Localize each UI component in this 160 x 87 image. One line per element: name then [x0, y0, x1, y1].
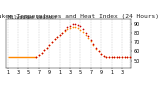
Point [84, 34, 87, 35]
Point [121, 56, 123, 58]
Point [51, 41, 53, 43]
Point [43, 50, 45, 51]
Point [110, 56, 113, 58]
Point [95, 47, 97, 48]
Point [103, 55, 105, 57]
Point [103, 55, 105, 57]
Point [105, 56, 108, 58]
Point [123, 56, 126, 58]
Point [61, 32, 64, 34]
Point [48, 44, 51, 46]
Point [126, 56, 129, 58]
Point [100, 53, 103, 55]
Point [51, 41, 53, 43]
Point [118, 56, 121, 58]
Point [38, 54, 40, 56]
Point [129, 56, 131, 58]
Point [64, 30, 66, 32]
Point [35, 56, 38, 58]
Point [71, 23, 74, 24]
Point [71, 27, 74, 28]
Point [69, 28, 71, 29]
Point [40, 52, 43, 54]
Point [113, 56, 116, 58]
Point [129, 56, 131, 58]
Point [113, 56, 116, 58]
Point [64, 29, 66, 31]
Point [108, 56, 110, 58]
Point [87, 37, 90, 38]
Point [97, 51, 100, 52]
Point [108, 56, 110, 58]
Point [58, 34, 61, 35]
Point [92, 43, 95, 45]
Point [79, 26, 82, 27]
Point [121, 56, 123, 58]
Point [110, 56, 113, 58]
Point [116, 56, 118, 58]
Point [82, 29, 84, 30]
Point [45, 47, 48, 48]
Point [48, 44, 51, 46]
Point [66, 27, 69, 28]
Point [66, 29, 69, 30]
Point [87, 35, 90, 36]
Point [74, 23, 77, 24]
Point [56, 36, 58, 37]
Point [95, 48, 97, 49]
Point [118, 56, 121, 58]
Point [69, 25, 71, 26]
Point [56, 36, 58, 37]
Point [92, 44, 95, 46]
Point [61, 32, 64, 34]
Point [38, 54, 40, 56]
Point [43, 50, 45, 51]
Point [105, 56, 108, 58]
Point [123, 56, 126, 58]
Point [53, 39, 56, 40]
Point [126, 56, 129, 58]
Title: Milwaukee Temperatures and Heat Index (24 Hours): Milwaukee Temperatures and Heat Index (2… [0, 14, 159, 19]
Point [45, 47, 48, 48]
Point [58, 34, 61, 35]
Point [35, 56, 38, 58]
Point [74, 27, 77, 28]
Point [90, 41, 92, 42]
Point [53, 39, 56, 40]
Point [82, 31, 84, 33]
Point [77, 24, 79, 25]
Point [116, 56, 118, 58]
Text: Milwaukee Weather: Milwaukee Weather [8, 15, 56, 20]
Point [40, 52, 43, 54]
Point [84, 32, 87, 34]
Point [90, 40, 92, 41]
Point [100, 53, 103, 55]
Point [97, 51, 100, 52]
Point [77, 28, 79, 29]
Point [79, 29, 82, 31]
